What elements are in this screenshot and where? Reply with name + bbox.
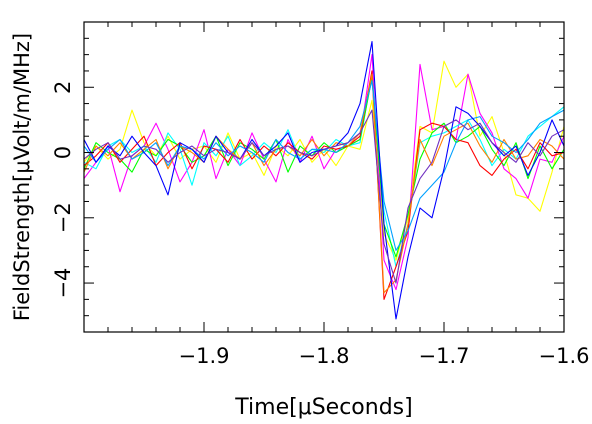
plot-frame <box>83 21 565 333</box>
series-line-8 <box>83 41 565 320</box>
y-tick-label: −4 <box>51 268 75 299</box>
series-line-1 <box>83 60 565 261</box>
series-line-4 <box>83 76 565 258</box>
series-line-5 <box>83 70 565 300</box>
x-tick-label: −1.9 <box>179 344 230 368</box>
x-tick-label: −1.7 <box>419 344 470 368</box>
series-layer <box>83 41 565 320</box>
y-tick-label: −2 <box>51 202 75 233</box>
x-tick-label: −1.8 <box>299 344 350 368</box>
x-tick-label: −1.6 <box>539 344 590 368</box>
series-line-9 <box>83 109 565 284</box>
y-tick-label: 2 <box>51 81 75 94</box>
series-line-2 <box>83 54 565 291</box>
tick-layer: −1.9 −1.8 −1.7 −1.6 −4 −2 0 2 <box>51 21 590 368</box>
y-tick-label: 0 <box>51 146 75 159</box>
series-line-6 <box>83 73 565 294</box>
x-axis-label: Time[μSeconds] <box>234 395 412 420</box>
series-line-3 <box>83 73 565 268</box>
y-axis-label: FieldStrength[μVolt/m/MHz] <box>10 33 34 321</box>
